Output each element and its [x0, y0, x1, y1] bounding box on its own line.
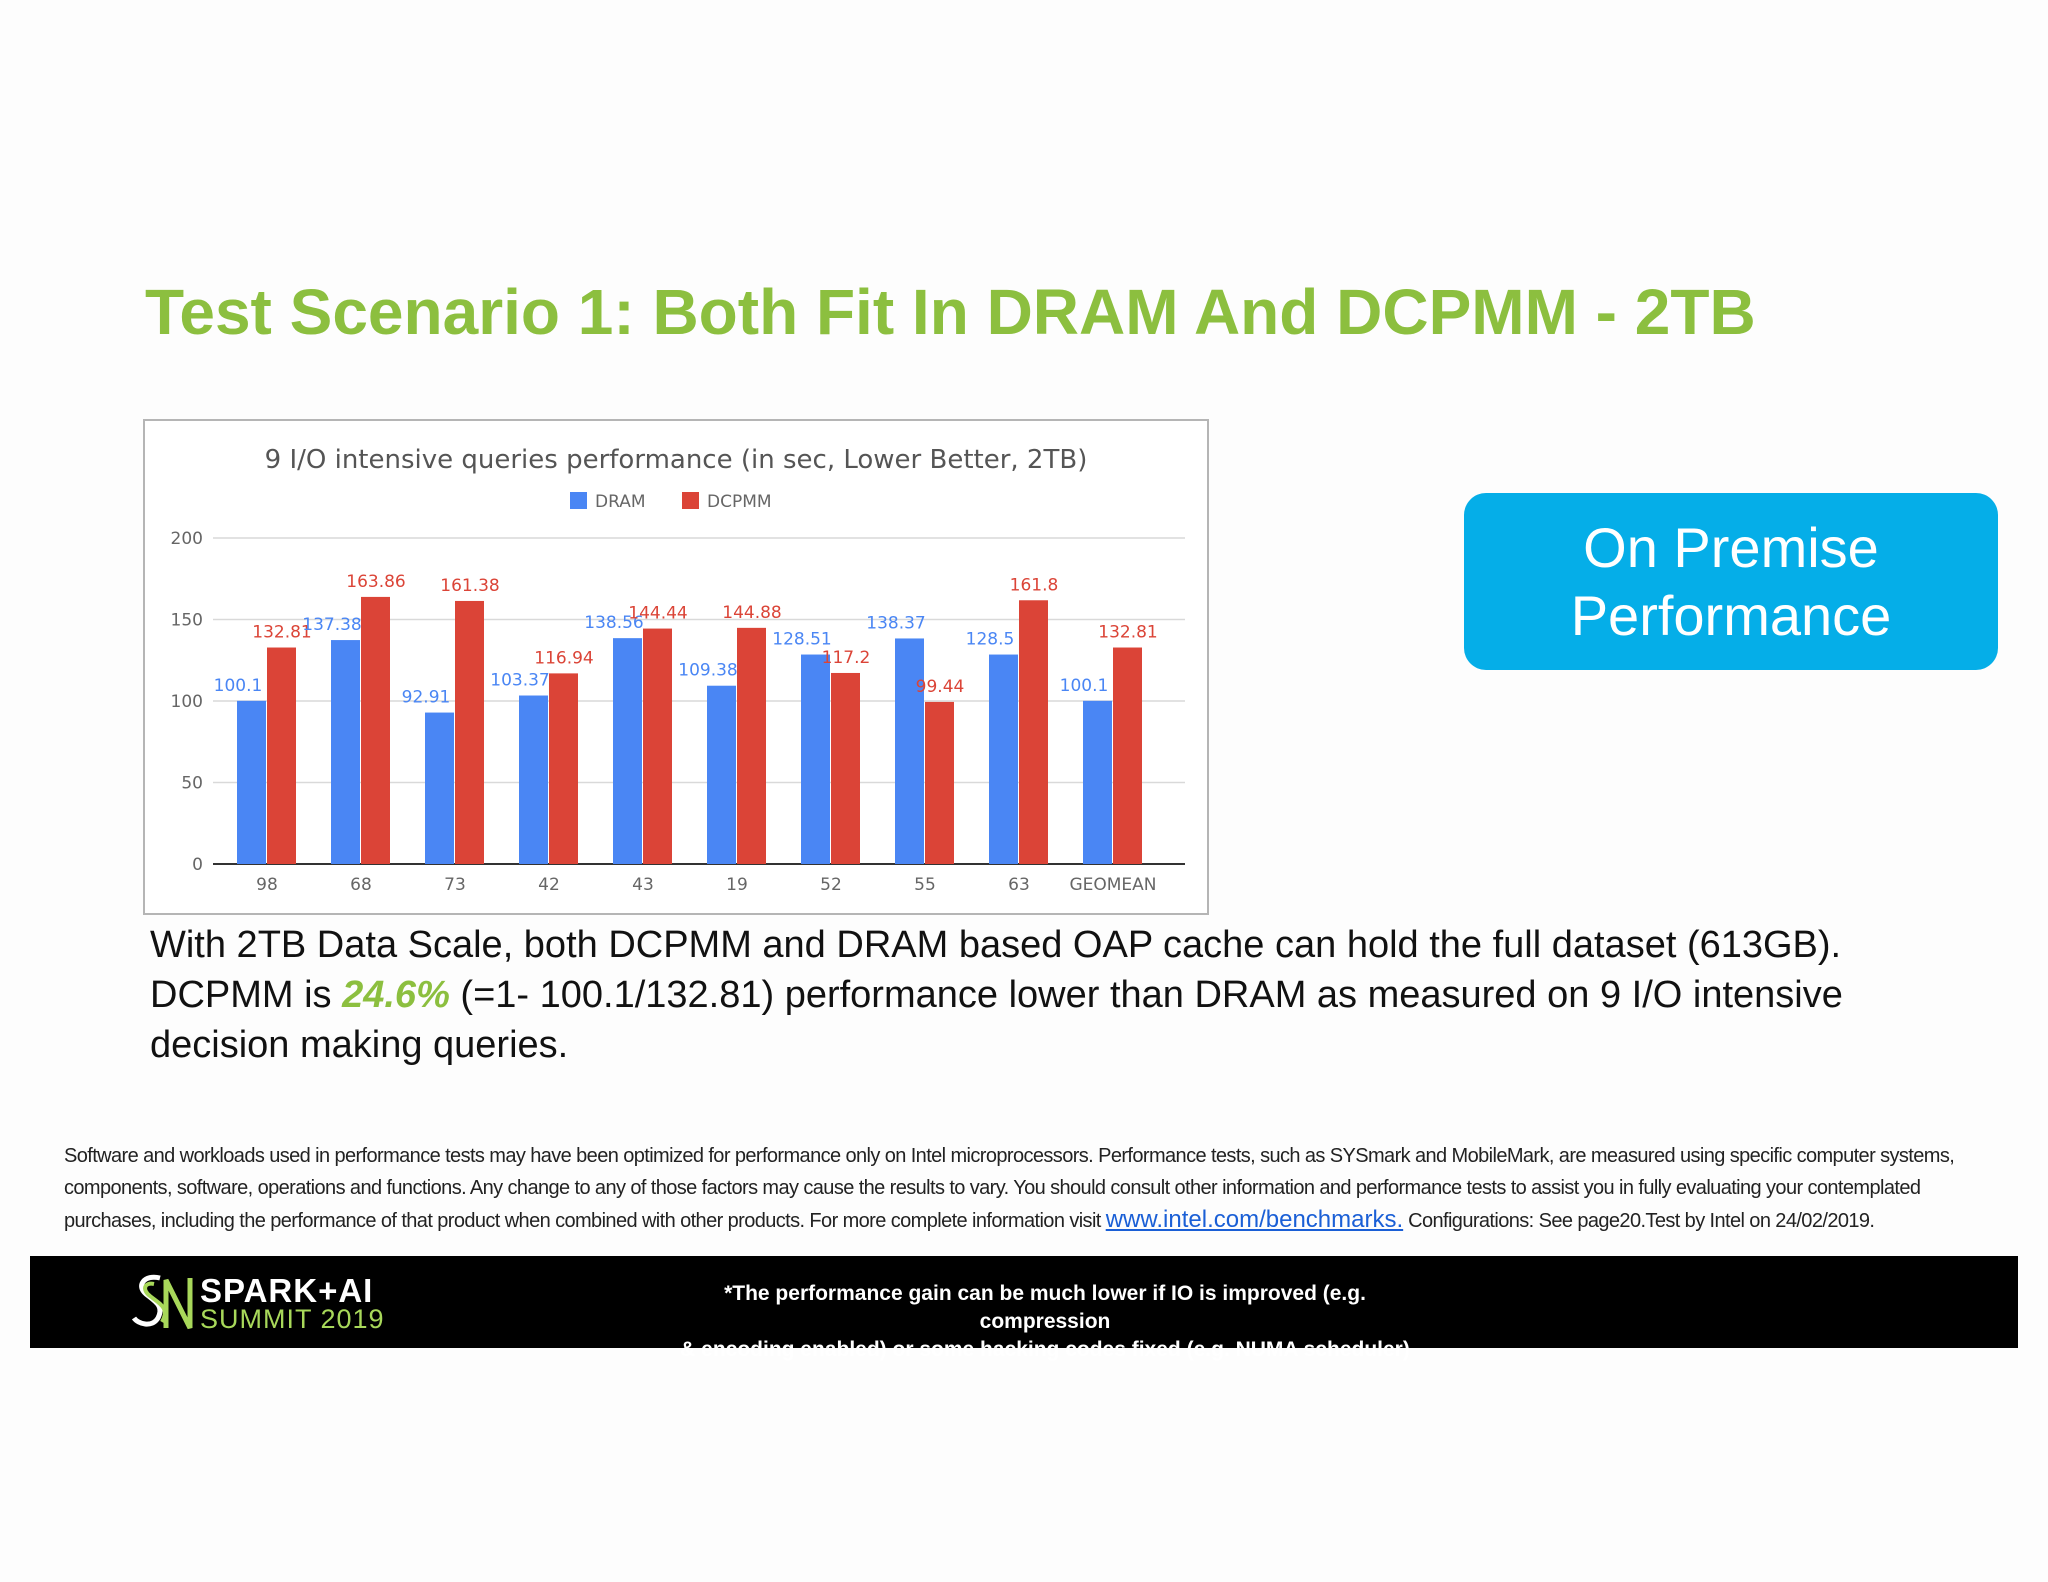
data-label-dcpmm-98: 132.81 — [252, 623, 311, 643]
bar-dram-63 — [989, 654, 1018, 864]
bar-dcpmm-geomean — [1113, 647, 1142, 864]
x-tick-label: 52 — [820, 875, 842, 895]
badge-line-1: On Premise — [1583, 515, 1879, 579]
x-tick-label: 73 — [444, 875, 466, 895]
x-tick-label: 98 — [256, 875, 278, 895]
bar-dram-42 — [519, 695, 548, 864]
data-label-dcpmm-52: 117.2 — [822, 648, 871, 668]
footer-note-line-2: & encoding enabled) or some hacking code… — [680, 1338, 1410, 1361]
x-tick-label: 43 — [632, 875, 654, 895]
bar-dram-98 — [237, 700, 266, 864]
chart-title: 9 I/O intensive queries performance (in … — [265, 445, 1088, 475]
legend-label-dcpmm: DCPMM — [707, 492, 772, 512]
bar-chart: 9 I/O intensive queries performance (in … — [143, 419, 1209, 915]
data-label-dram-52: 128.51 — [772, 630, 831, 650]
bar-dram-19 — [707, 685, 736, 864]
benchmarks-link[interactable]: www.intel.com/benchmarks. — [1105, 1206, 1404, 1233]
y-tick-label: 100 — [171, 692, 203, 712]
data-label-dcpmm-68: 163.86 — [346, 572, 405, 592]
data-label-dram-68: 137.38 — [302, 615, 361, 635]
bar-dcpmm-52 — [831, 672, 860, 864]
chart-data-labels: 100.1132.81137.38163.8692.91161.38103.37… — [214, 572, 1158, 708]
bar-dcpmm-73 — [455, 600, 484, 864]
data-label-dram-73: 92.91 — [402, 688, 451, 708]
bar-dram-68 — [331, 640, 360, 864]
y-tick-label: 0 — [192, 855, 203, 875]
bar-dram-52 — [801, 654, 830, 864]
data-label-dcpmm-55: 99.44 — [916, 677, 965, 697]
x-tick-label: 55 — [914, 875, 936, 895]
summary-text: With 2TB Data Scale, both DCPMM and DRAM… — [150, 920, 1950, 1070]
x-tick-label: 42 — [538, 875, 560, 895]
x-tick-label: 19 — [726, 875, 748, 895]
y-tick-label: 200 — [171, 529, 203, 549]
data-label-dram-geomean: 100.1 — [1060, 676, 1109, 696]
x-tick-label: 68 — [350, 875, 372, 895]
badge-line-2: Performance — [1570, 583, 1892, 647]
y-tick-label: 150 — [171, 611, 203, 631]
x-tick-label: GEOMEAN — [1069, 875, 1156, 895]
chart-legend: DRAM DCPMM — [570, 492, 772, 512]
data-label-dram-19: 109.38 — [678, 661, 737, 681]
y-axis-ticks: 0 50 100 150 200 — [171, 529, 203, 875]
data-label-dram-98: 100.1 — [214, 676, 263, 696]
chart-bars — [237, 596, 1142, 864]
bar-dram-55 — [895, 638, 924, 864]
bar-dcpmm-42 — [549, 673, 578, 864]
spark-ai-summit-logo: SPARK+AI SUMMIT 2019 — [130, 1272, 400, 1334]
data-label-dcpmm-43: 144.44 — [628, 604, 687, 624]
disclaimer-text-2: Configurations: See page20.Test by Intel… — [1403, 1210, 1875, 1232]
data-label-dram-63: 128.5 — [966, 630, 1015, 650]
legend-label-dram: DRAM — [595, 492, 646, 512]
x-axis-ticks: 98 68 73 42 43 19 52 55 63 GEOMEAN — [256, 875, 1156, 895]
legal-disclaimer: Software and workloads used in performan… — [64, 1140, 1994, 1237]
legend-swatch-dcpmm — [682, 492, 699, 509]
on-premise-badge: On Premise Performance — [1464, 493, 1998, 670]
spark-logo-icon — [131, 1274, 193, 1330]
bar-dcpmm-63 — [1019, 600, 1048, 864]
summary-part-1: With 2TB Data Scale, both DCPMM and DRAM… — [150, 924, 1842, 1016]
disclaimer-text-1: Software and workloads used in performan… — [64, 1145, 1955, 1232]
data-label-dram-55: 138.37 — [866, 613, 925, 633]
data-label-dcpmm-63: 161.8 — [1010, 575, 1059, 595]
data-label-dram-42: 103.37 — [490, 671, 549, 691]
x-tick-label: 63 — [1008, 875, 1030, 895]
bar-dcpmm-98 — [267, 647, 296, 864]
bar-dram-73 — [425, 712, 454, 864]
bar-dram-geomean — [1083, 700, 1112, 864]
logo-subtitle: SUMMIT 2019 — [200, 1304, 385, 1334]
bar-dcpmm-43 — [643, 628, 672, 864]
data-label-dram-43: 138.56 — [584, 613, 643, 633]
y-tick-label: 50 — [181, 774, 203, 794]
data-label-dcpmm-73: 161.38 — [440, 576, 499, 596]
bar-dcpmm-19 — [737, 627, 766, 864]
summary-highlight: 24.6% — [342, 974, 450, 1016]
data-label-dcpmm-19: 144.88 — [722, 603, 781, 623]
summary-part-2: (=1- 100.1/132.81) performance lower tha… — [150, 974, 1843, 1066]
footer-note-line-1: *The performance gain can be much lower … — [724, 1282, 1366, 1333]
bar-dcpmm-55 — [925, 701, 954, 864]
legend-swatch-dram — [570, 492, 587, 509]
footer-note: *The performance gain can be much lower … — [670, 1280, 1420, 1364]
data-label-dcpmm-42: 116.94 — [534, 648, 593, 668]
logo-wordmark: SPARK+AI — [200, 1272, 374, 1309]
slide-title: Test Scenario 1: Both Fit In DRAM And DC… — [145, 276, 1756, 348]
footer-bar: SPARK+AI SUMMIT 2019 *The performance ga… — [30, 1256, 2018, 1361]
chart-canvas: 9 I/O intensive queries performance (in … — [171, 445, 1185, 895]
data-label-dcpmm-geomean: 132.81 — [1098, 623, 1157, 643]
bar-dcpmm-68 — [361, 596, 390, 864]
bar-dram-43 — [613, 638, 642, 864]
